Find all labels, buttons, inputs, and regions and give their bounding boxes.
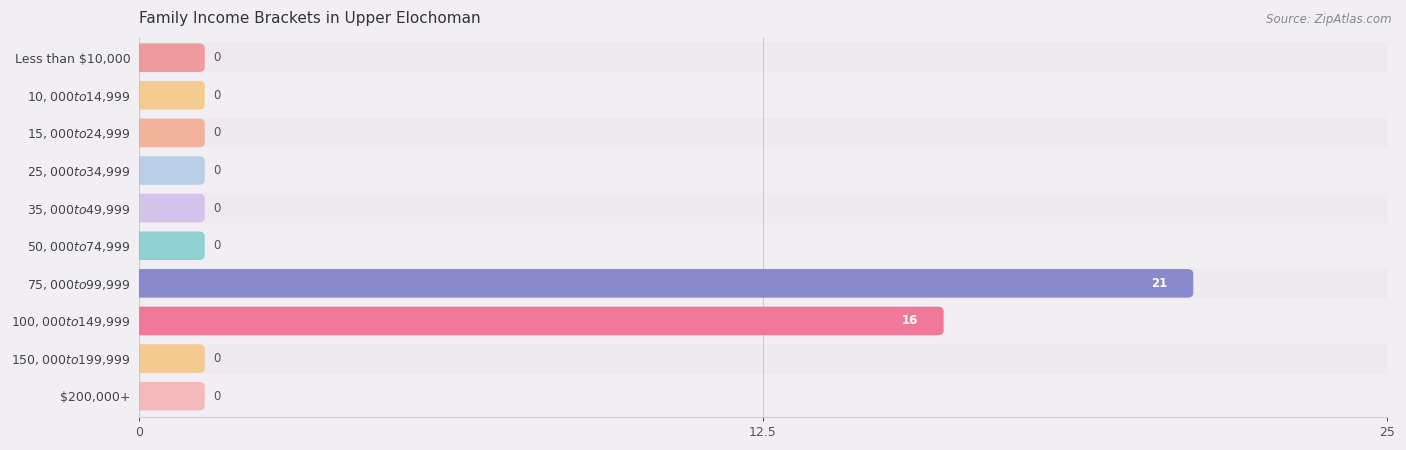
FancyBboxPatch shape	[139, 268, 1386, 298]
Text: 16: 16	[901, 315, 918, 328]
Text: 0: 0	[214, 89, 221, 102]
FancyBboxPatch shape	[139, 381, 1386, 411]
FancyBboxPatch shape	[139, 80, 1386, 110]
FancyBboxPatch shape	[132, 306, 943, 335]
Text: 0: 0	[214, 126, 221, 140]
Text: 0: 0	[214, 164, 221, 177]
FancyBboxPatch shape	[132, 382, 205, 410]
FancyBboxPatch shape	[139, 193, 1386, 223]
FancyBboxPatch shape	[139, 343, 1386, 374]
Text: 21: 21	[1152, 277, 1167, 290]
FancyBboxPatch shape	[132, 81, 205, 110]
FancyBboxPatch shape	[132, 156, 205, 185]
FancyBboxPatch shape	[139, 43, 1386, 73]
FancyBboxPatch shape	[132, 231, 205, 260]
Text: Family Income Brackets in Upper Elochoman: Family Income Brackets in Upper Elochoma…	[139, 11, 481, 26]
FancyBboxPatch shape	[132, 344, 205, 373]
FancyBboxPatch shape	[139, 155, 1386, 185]
Text: 0: 0	[214, 390, 221, 403]
FancyBboxPatch shape	[139, 118, 1386, 148]
Text: 0: 0	[214, 239, 221, 252]
FancyBboxPatch shape	[132, 119, 205, 147]
Text: 0: 0	[214, 51, 221, 64]
FancyBboxPatch shape	[132, 269, 1194, 297]
FancyBboxPatch shape	[132, 43, 205, 72]
Text: 0: 0	[214, 202, 221, 215]
FancyBboxPatch shape	[139, 306, 1386, 336]
FancyBboxPatch shape	[132, 194, 205, 222]
Text: 0: 0	[214, 352, 221, 365]
FancyBboxPatch shape	[139, 231, 1386, 261]
Text: Source: ZipAtlas.com: Source: ZipAtlas.com	[1267, 14, 1392, 27]
